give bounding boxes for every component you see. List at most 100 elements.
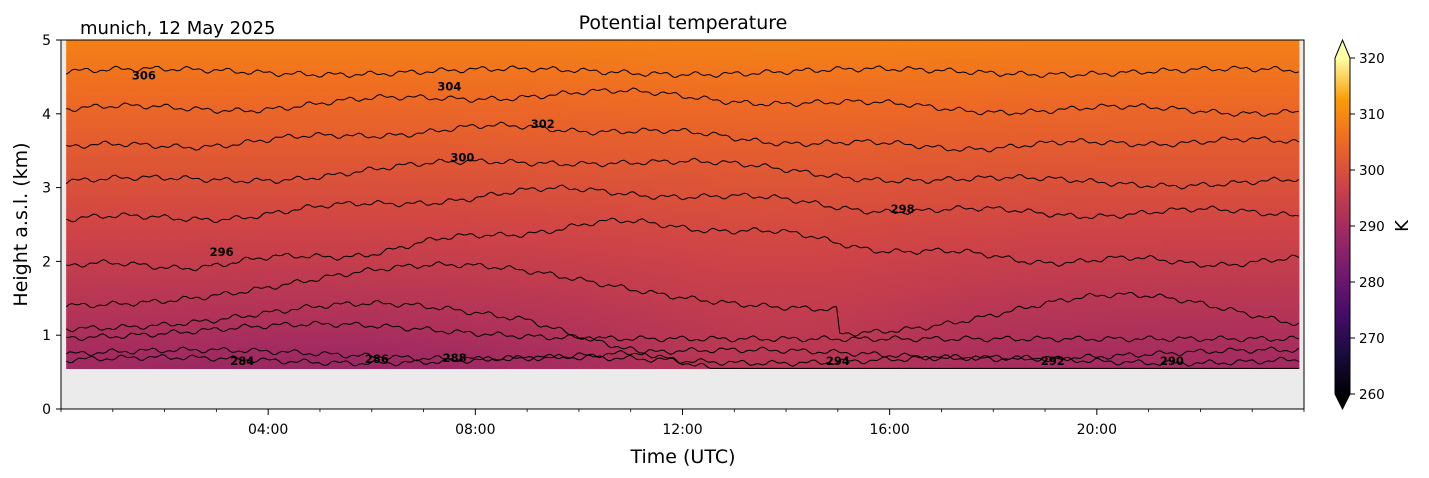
field-cell <box>343 72 355 78</box>
field-cell <box>251 196 262 202</box>
field-cell <box>86 361 98 366</box>
field-cell <box>507 149 519 154</box>
field-cell <box>312 160 324 165</box>
field-cell <box>446 222 458 227</box>
field-cell <box>394 353 406 359</box>
field-cell <box>425 178 437 183</box>
field-cell <box>477 120 488 125</box>
field-cell <box>579 164 591 169</box>
field-cell <box>590 317 601 322</box>
field-cell <box>528 247 540 253</box>
field-cell <box>261 178 273 183</box>
field-cell <box>364 72 375 78</box>
field-cell <box>168 145 180 151</box>
field-cell <box>405 98 417 103</box>
field-cell <box>168 65 180 70</box>
field-cell <box>579 61 591 67</box>
field-cell <box>168 134 180 140</box>
field-cell <box>435 269 447 275</box>
field-cell <box>579 189 591 194</box>
field-cell <box>548 222 560 227</box>
field-cell <box>271 43 283 48</box>
field-cell <box>559 226 571 231</box>
field-cell <box>281 317 293 322</box>
field-cell <box>240 353 252 359</box>
field-cell <box>569 328 581 333</box>
field-cell <box>148 69 160 74</box>
field-cell <box>199 149 211 154</box>
field-cell <box>138 50 149 56</box>
field-cell <box>405 277 417 282</box>
field-cell <box>251 218 262 224</box>
field-cell <box>610 156 622 162</box>
field-cell <box>528 58 540 63</box>
field-cell <box>374 105 386 110</box>
field-cell <box>148 342 160 348</box>
field-cell <box>302 335 314 340</box>
field-cell <box>66 134 78 140</box>
field-cell <box>107 277 119 282</box>
field-cell <box>507 72 519 78</box>
field-cell <box>189 320 201 326</box>
field-cell <box>569 145 581 151</box>
field-cell <box>261 76 273 81</box>
field-cell <box>86 145 98 151</box>
field-cell <box>487 295 499 300</box>
field-cell <box>548 277 560 282</box>
field-cell <box>590 160 601 165</box>
field-cell <box>610 72 622 78</box>
field-cell <box>230 189 242 194</box>
field-cell <box>209 218 221 224</box>
field-cell <box>590 105 601 110</box>
field-cell <box>579 306 591 311</box>
field-cell <box>518 255 530 260</box>
field-cell <box>261 109 273 114</box>
field-cell <box>435 328 447 333</box>
field-cell <box>76 324 88 329</box>
field-cell <box>240 320 252 326</box>
field-cell <box>158 262 170 267</box>
field-cell <box>230 50 242 56</box>
field-cell <box>302 160 314 165</box>
field-cell <box>189 193 201 198</box>
field-cell <box>322 76 334 81</box>
field-cell <box>117 156 129 162</box>
field-cell <box>590 302 601 307</box>
field-cell <box>384 145 396 151</box>
field-cell <box>251 331 262 337</box>
field-cell <box>538 277 550 282</box>
field-cell <box>107 61 119 67</box>
field-cell <box>271 83 283 89</box>
field-cell <box>322 361 334 366</box>
field-cell <box>446 105 458 110</box>
field-cell <box>107 313 119 318</box>
field-cell <box>179 87 191 92</box>
field-cell <box>394 310 406 315</box>
field-cell <box>466 328 478 333</box>
field-cell <box>477 164 488 169</box>
field-cell <box>251 350 262 355</box>
field-cell <box>507 357 519 362</box>
field-cell <box>271 40 283 45</box>
field-cell <box>230 175 242 180</box>
field-cell <box>127 182 139 187</box>
field-cell <box>353 204 365 209</box>
field-cell <box>107 69 119 74</box>
field-cell <box>76 171 88 176</box>
field-cell <box>456 222 468 227</box>
field-cell <box>343 361 355 366</box>
field-cell <box>425 138 437 143</box>
field-cell <box>466 153 478 158</box>
field-cell <box>364 342 375 348</box>
field-cell <box>271 171 283 176</box>
field-cell <box>281 72 293 78</box>
field-cell <box>446 255 458 260</box>
field-cell <box>487 361 499 366</box>
field-cell <box>548 61 560 67</box>
field-cell <box>425 339 437 344</box>
chart-subtitle: munich, 12 May 2025 <box>80 18 275 39</box>
field-cell <box>168 87 180 92</box>
field-cell <box>631 269 643 275</box>
field-cell <box>559 266 571 271</box>
field-cell <box>631 361 643 366</box>
